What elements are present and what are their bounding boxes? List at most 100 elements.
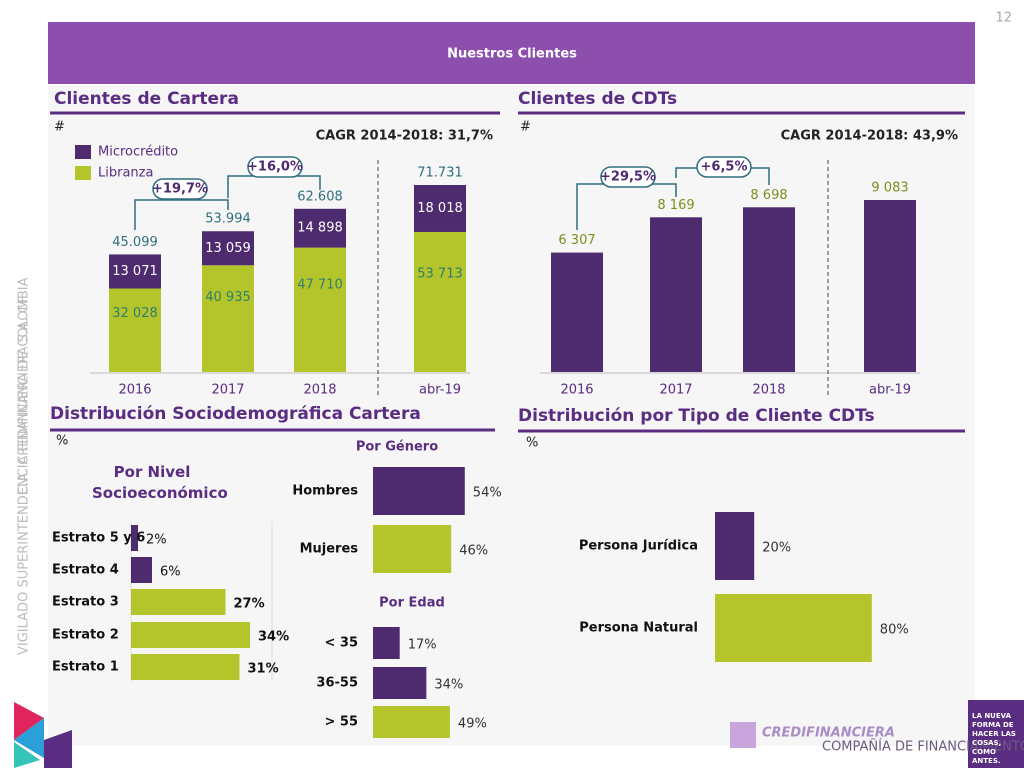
bar (715, 594, 872, 662)
bar (743, 207, 795, 372)
unit-label: # (520, 120, 531, 135)
value-label: 8 169 (657, 198, 694, 213)
slogan-box (968, 700, 1024, 768)
x-tick-label: 2017 (659, 383, 692, 398)
x-tick-label: 2017 (211, 383, 244, 398)
legend-swatch (75, 145, 91, 159)
growth-pill (600, 166, 656, 188)
subtitle: Por Edad (379, 596, 445, 611)
bar-segment (202, 265, 254, 372)
category-label: < 35 (324, 636, 358, 651)
value-label: 6 307 (558, 233, 595, 248)
bar (131, 622, 250, 648)
unit-label: % (526, 436, 538, 451)
segment-label: 13 071 (112, 264, 158, 279)
company: C.A. CREDIFINANCIERA S.A. CF (17, 297, 32, 496)
category-label: Estrato 4 (52, 563, 119, 578)
subtitle: Por Nivel Socioeconómico (92, 463, 228, 502)
value-label: 46% (459, 544, 488, 559)
value-label: 27% (234, 597, 265, 612)
category-label: Mujeres (300, 542, 359, 557)
annotation: CAGR 2014-2018: 31,7% (316, 129, 493, 144)
value-label: 9 083 (871, 181, 908, 196)
slide-title: Nuestros Clientes (447, 47, 577, 62)
decor-shape (14, 718, 44, 758)
category-label: Persona Jurídica (579, 539, 698, 554)
x-tick-label: 2016 (560, 383, 593, 398)
bar (373, 627, 400, 659)
decor-shape (44, 730, 72, 768)
value-label: 20% (762, 541, 791, 556)
category-label: Estrato 3 (52, 595, 119, 610)
brand-tagline: COMPAÑÍA DE FINANCIAMIENTO (822, 739, 1024, 755)
x-tick-label: abr-19 (869, 383, 911, 398)
x-tick-label: 2018 (752, 383, 785, 398)
bar (131, 589, 226, 615)
vigilado: VIGILADO SUPERINTENDENCIA FINANCIERA DE … (17, 277, 32, 655)
growth-label: +6,5% (701, 160, 748, 175)
value-label: 80% (880, 623, 909, 638)
x-tick-label: abr-19 (419, 383, 461, 398)
category-label: Estrato 5 y 6 (52, 531, 145, 546)
section-title: Distribución por Tipo de Cliente CDTs (518, 406, 875, 426)
arrow (134, 199, 229, 230)
value-label: 17% (408, 638, 437, 653)
segment-label: 13 059 (205, 241, 251, 256)
annotation: CAGR 2014-2018: 43,9% (781, 129, 958, 144)
segment-label: 40 935 (205, 290, 251, 305)
segment-label: 14 898 (297, 221, 343, 236)
bar (131, 557, 152, 583)
value-label: 2% (146, 533, 167, 548)
bar (650, 217, 702, 372)
header-bar (48, 22, 975, 84)
bar-segment (414, 231, 466, 372)
subtitle: Por Género (356, 440, 438, 455)
section-title: Clientes de CDTs (518, 89, 677, 109)
growth-label: +19,7% (152, 182, 208, 197)
decor-shape (14, 742, 40, 768)
decor-shape (14, 702, 44, 740)
value-label: 31% (248, 662, 279, 677)
category-label: Estrato 1 (52, 660, 119, 675)
segment-label: 32 028 (112, 306, 158, 321)
x-tick-label: 2016 (118, 383, 151, 398)
unit-label: # (54, 120, 65, 135)
total-label: 45.099 (112, 235, 158, 250)
unit-label: % (56, 434, 68, 449)
legend-label: Microcrédito (98, 145, 178, 160)
slogan-box-text: LA NUEVA FORMA DE HACER LAS COSAS, COMO … (972, 712, 1016, 765)
segment-label: 18 018 (417, 201, 463, 216)
total-label: 71.731 (417, 166, 463, 181)
growth-pill (247, 156, 303, 178)
value-label: 54% (473, 486, 502, 501)
logo-mark (730, 722, 756, 748)
section-title: Distribución Sociodemográfica Cartera (50, 404, 421, 424)
growth-label: +16,0% (247, 160, 303, 175)
subtitle-box: Por Nivel Socioeconómico (92, 463, 228, 502)
bar-segment (109, 288, 161, 372)
bar (373, 706, 450, 738)
x-tick-label: 2018 (303, 383, 336, 398)
total-label: 62.608 (297, 189, 343, 204)
growth-pill (696, 156, 752, 178)
legend-label: Libranza (98, 166, 153, 181)
bar (373, 525, 452, 573)
bar-segment (294, 247, 346, 372)
bar (715, 512, 755, 580)
segment-label: 53 713 (417, 266, 463, 281)
bar (551, 252, 603, 372)
category-label: 36-55 (316, 676, 358, 691)
bar (131, 654, 240, 680)
total-label: 53.994 (205, 212, 251, 227)
category-label: > 55 (324, 715, 358, 730)
value-label: 34% (258, 630, 289, 645)
value-label: 6% (160, 565, 181, 580)
category-label: Hombres (292, 484, 358, 499)
category-label: Persona Natural (579, 621, 698, 636)
bar (373, 667, 427, 699)
growth-pill (152, 178, 208, 200)
bar (864, 200, 916, 372)
bar (373, 467, 465, 515)
